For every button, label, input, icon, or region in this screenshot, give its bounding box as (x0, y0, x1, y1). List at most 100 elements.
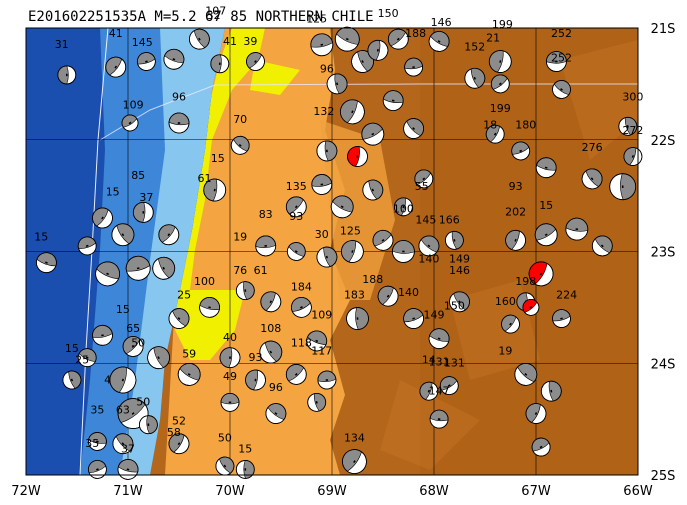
depth-label: 32 (207, 9, 221, 22)
depth-label: 188 (405, 27, 426, 40)
depth-label: 202 (505, 206, 526, 219)
longitude-label: 67W (521, 484, 551, 499)
latitude-label: 21S (651, 22, 676, 37)
beachball (391, 240, 415, 263)
beachball (330, 195, 354, 219)
beachball (152, 256, 176, 280)
beachball (565, 217, 589, 241)
beachball (488, 50, 512, 73)
depth-label: 59 (182, 348, 196, 361)
depth-label: 15 (238, 443, 252, 456)
depth-label: 100 (393, 202, 414, 215)
depth-label: 19 (233, 230, 247, 243)
depth-label: 4 (104, 373, 111, 386)
depth-label: 149 (424, 309, 445, 322)
depth-label: 180 (515, 119, 536, 132)
beachball (528, 261, 554, 287)
depth-label: 49 (223, 370, 237, 383)
beachball (505, 229, 526, 251)
longitude-label: 70W (215, 484, 245, 499)
longitude-labels: 72W 71W 70W 69W 68W 67W 66W (11, 484, 653, 499)
depth-label: 150 (444, 300, 465, 313)
depth-label: 37 (139, 191, 153, 204)
latitude-labels: 21S 22S 23S 24S 25S (651, 22, 676, 484)
beachball (514, 363, 538, 386)
beachball (235, 460, 255, 479)
depth-label: 252 (551, 27, 572, 40)
depth-label: 15 (116, 303, 130, 316)
depth-label: 125 (340, 225, 361, 238)
beachball (367, 39, 389, 61)
map-title: E201602251535A M=5.2 67 85 NORTHERN CHIL… (28, 9, 374, 25)
depth-label: 224 (556, 288, 577, 301)
beachball (464, 67, 486, 89)
depth-label: 39 (243, 35, 257, 48)
beachball (95, 261, 120, 287)
beachball (361, 122, 385, 146)
depth-label: 93 (289, 210, 303, 223)
depth-label: 145 (132, 36, 153, 49)
beachball (220, 392, 240, 412)
beachball (117, 459, 139, 480)
beachball (62, 370, 82, 390)
beachball (531, 437, 551, 457)
beachball (403, 118, 425, 139)
beachball (290, 296, 312, 318)
beachball (429, 409, 449, 429)
depth-label: 19 (498, 344, 512, 357)
beachball (317, 370, 337, 390)
depth-label: 25 (177, 288, 191, 301)
beachball (490, 74, 510, 94)
beachball (111, 223, 135, 247)
beachball (188, 28, 210, 50)
depth-label: 150 (378, 7, 399, 20)
beachball (122, 336, 144, 357)
beachball (125, 255, 151, 281)
longitude-label: 69W (317, 484, 347, 499)
coastal-range (250, 60, 300, 95)
beachball (403, 308, 425, 329)
depth-label: 40 (223, 331, 237, 344)
beachball (340, 240, 364, 263)
beachball (92, 324, 113, 346)
map-frame (25, 27, 639, 476)
beachball (147, 346, 171, 370)
longitude-label: 72W (11, 484, 41, 499)
beachball (316, 140, 338, 162)
highland-texture (380, 40, 638, 470)
depth-label: 93 (509, 180, 523, 193)
beachball (306, 330, 328, 352)
depth-label: 83 (259, 208, 273, 221)
beachball (260, 291, 282, 313)
beachball (88, 432, 107, 451)
longitude-label: 68W (419, 484, 449, 499)
beachball (501, 314, 520, 334)
beachball (168, 112, 190, 134)
depth-label: 37 (121, 443, 135, 456)
depth-label: 18 (483, 119, 497, 132)
depth-label: 50 (218, 431, 232, 444)
depth-label: 117 (311, 344, 332, 357)
beachball (362, 179, 384, 201)
beachball (552, 309, 571, 328)
depth-label: 276 (582, 141, 603, 154)
beachball (259, 340, 283, 364)
depth-label: 50 (136, 396, 150, 409)
beachball (285, 196, 307, 218)
beachball (372, 229, 394, 251)
beachball (92, 207, 113, 229)
depth-label: 85 (131, 169, 145, 182)
depth-label: 76 (233, 264, 247, 277)
depth-label: 134 (344, 431, 365, 444)
beachball (414, 169, 434, 189)
beachball (552, 80, 571, 99)
depth-label: 41 (223, 35, 237, 48)
beachball (525, 403, 547, 424)
beachball (246, 52, 265, 71)
beachball (219, 347, 241, 369)
depth-label: 41 (109, 27, 123, 40)
beachball (121, 114, 139, 132)
depth-label: 199 (492, 18, 513, 31)
depth-label: 100 (194, 275, 215, 288)
beachball (511, 141, 531, 161)
